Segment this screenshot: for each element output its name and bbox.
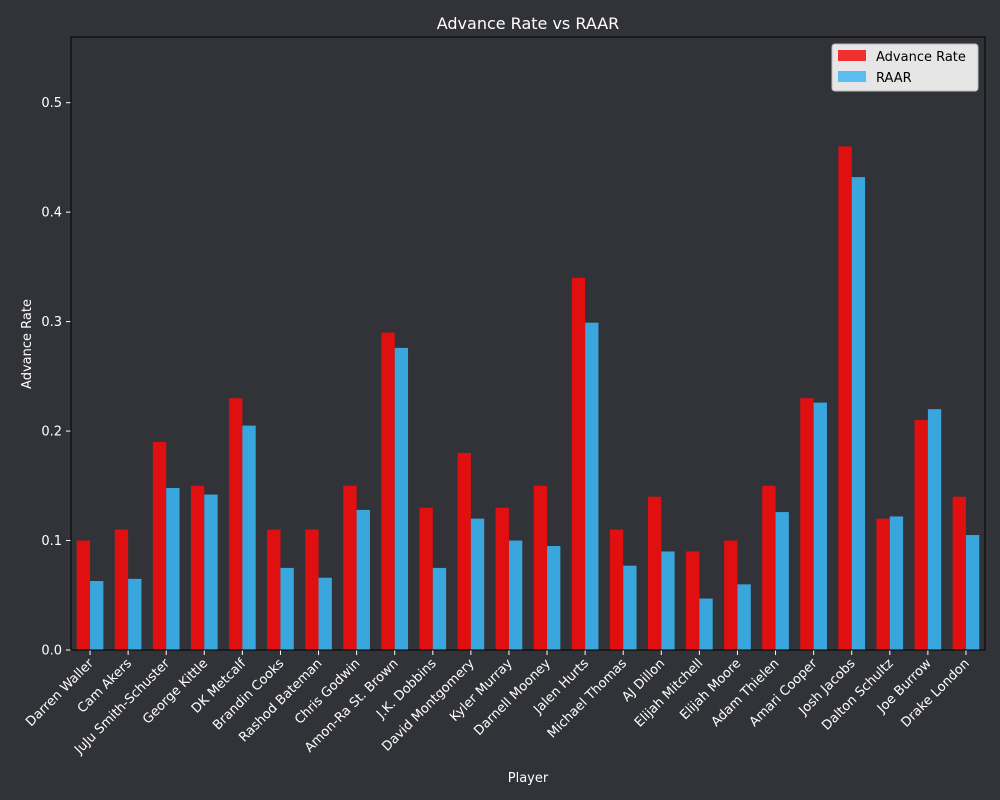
bar-raar-brandin-cooks xyxy=(280,567,294,650)
bar-advance-rate-josh-jacobs xyxy=(838,146,852,650)
y-axis-label: Advance Rate xyxy=(20,299,35,389)
x-tick-label: Adam Thielen xyxy=(709,656,783,730)
y-tick-label: 0.0 xyxy=(41,644,62,659)
bar-advance-rate-brandin-cooks xyxy=(267,529,281,650)
bar-raar-elijah-mitchell xyxy=(699,598,713,650)
bar-advance-rate-adam-thielen xyxy=(762,485,776,650)
bar-advance-rate-darren-waller xyxy=(76,540,91,650)
bar-raar-aj-dillon xyxy=(661,551,675,650)
bar-advance-rate-amon-ra-st-brown xyxy=(381,332,395,650)
legend-swatch-raar xyxy=(838,71,866,82)
bar-raar-j-k-dobbins xyxy=(432,567,447,650)
y-tick-label: 0.2 xyxy=(41,425,62,440)
x-tick-label: Darren Waller xyxy=(23,656,97,730)
x-axis-label: Player xyxy=(508,771,549,786)
legend-swatch-advance-rate xyxy=(838,50,866,61)
bar-raar-amon-ra-st-brown xyxy=(394,347,409,650)
bar-raar-josh-jacobs xyxy=(851,177,866,651)
bar-advance-rate-amari-cooper xyxy=(800,398,814,650)
y-tick-label: 0.1 xyxy=(41,534,62,549)
bar-advance-rate-chris-godwin xyxy=(343,485,357,650)
y-tick-label: 0.5 xyxy=(41,96,62,111)
bar-advance-rate-elijah-moore xyxy=(724,540,738,650)
bar-raar-michael-thomas xyxy=(623,565,637,650)
bar-advance-rate-kyler-murray xyxy=(495,507,509,650)
bar-advance-rate-rashod-bateman xyxy=(305,529,319,650)
bar-raar-rashod-bateman xyxy=(318,577,332,650)
legend: Advance Rate RAAR xyxy=(831,43,979,92)
bar-advance-rate-aj-dillon xyxy=(647,496,662,650)
bar-raar-kyler-murray xyxy=(508,540,523,650)
bar-raar-juju-smith-schuster xyxy=(166,487,180,650)
bar-raar-darren-waller xyxy=(90,581,104,650)
bar-raar-darnell-mooney xyxy=(547,546,561,650)
y-tick-label: 0.3 xyxy=(41,315,62,330)
bar-advance-rate-darnell-mooney xyxy=(533,485,548,650)
legend-label-raar: RAAR xyxy=(876,71,912,86)
legend-label-advance-rate: Advance Rate xyxy=(876,50,966,65)
bar-advance-rate-j-k-dobbins xyxy=(419,507,433,650)
bar-raar-chris-godwin xyxy=(356,509,370,650)
x-tick-label: Elijah Mitchell xyxy=(632,656,706,730)
bar-advance-rate-elijah-mitchell xyxy=(686,551,700,650)
bar-advance-rate-dk-metcalf xyxy=(229,398,243,650)
bar-raar-joe-burrow xyxy=(927,409,942,650)
chart-title: Advance Rate vs RAAR xyxy=(437,14,620,33)
plot-frame xyxy=(70,36,986,651)
bar-raar-george-kittle xyxy=(204,494,218,650)
bar-advance-rate-cam-akers xyxy=(114,529,129,650)
bars-group xyxy=(76,146,980,651)
bar-advance-rate-george-kittle xyxy=(190,485,205,650)
bar-advance-rate-juju-smith-schuster xyxy=(152,442,167,650)
bar-advance-rate-michael-thomas xyxy=(609,529,624,650)
bar-advance-rate-jalen-hurts xyxy=(571,277,586,650)
x-tick-label: Amari Cooper xyxy=(747,656,821,730)
bar-advance-rate-dalton-schultz xyxy=(876,518,890,650)
x-tick-label: Drake London xyxy=(898,656,972,730)
y-tick-label: 0.4 xyxy=(41,206,62,221)
bar-raar-david-montgomery xyxy=(470,518,485,650)
plot-area xyxy=(71,37,985,650)
bar-advance-rate-david-montgomery xyxy=(457,452,471,650)
bar-raar-cam-akers xyxy=(128,578,142,650)
legend-box xyxy=(831,43,979,92)
bar-raar-adam-thielen xyxy=(775,512,789,650)
bar-raar-dk-metcalf xyxy=(242,425,256,650)
bar-raar-dalton-schultz xyxy=(889,516,904,650)
bar-advance-rate-drake-london xyxy=(952,496,966,650)
bar-advance-rate-joe-burrow xyxy=(914,420,928,651)
bar-raar-drake-london xyxy=(965,535,980,650)
bar-raar-amari-cooper xyxy=(813,402,827,650)
y-axis-ticks: 0.0 0.1 0.2 0.3 0.4 0.5 xyxy=(41,96,71,659)
bar-raar-elijah-moore xyxy=(737,584,751,650)
bar-raar-jalen-hurts xyxy=(585,322,599,650)
